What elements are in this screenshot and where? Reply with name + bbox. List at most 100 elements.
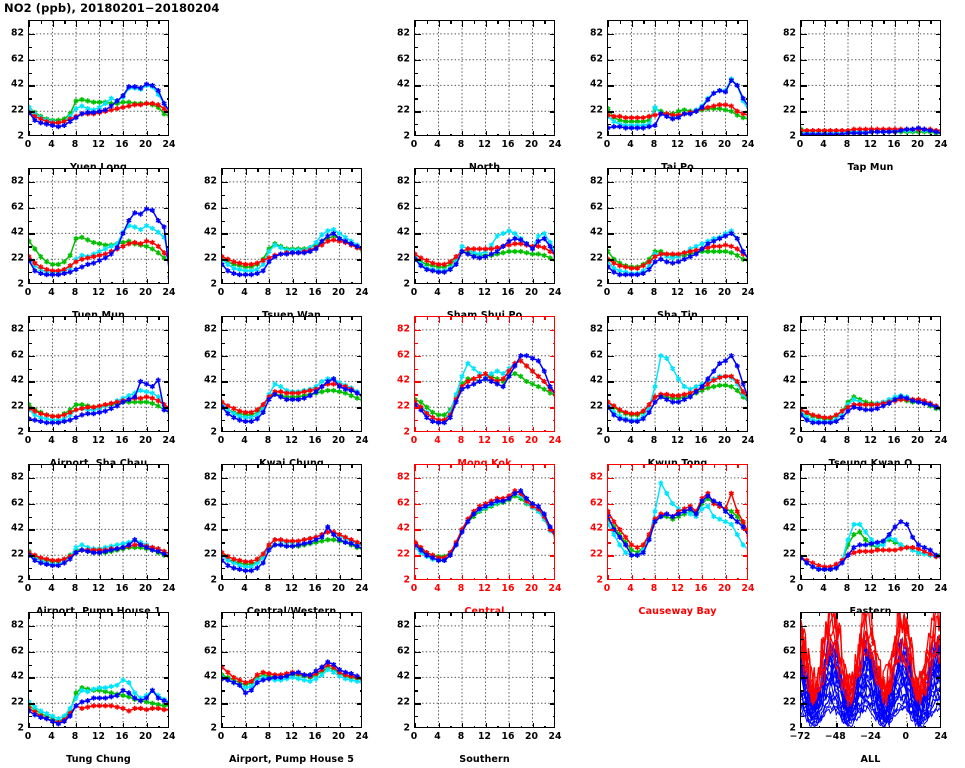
x-minor-tickmark: [111, 169, 113, 172]
x-axis-tick-label: 0: [24, 583, 32, 594]
x-axis-tick-label: 4: [48, 731, 55, 742]
y-axis-tick-label: 62: [204, 497, 217, 509]
y-tickmark: [608, 355, 614, 358]
x-axis-tick-label: 0: [24, 139, 32, 150]
y-minor-tickmark: [167, 98, 168, 100]
x-axis-tick-label: 24: [355, 287, 369, 298]
x-tickmark: [848, 131, 850, 135]
x-minor-tickmark: [64, 726, 66, 727]
y-tickmark: [415, 85, 421, 87]
x-axis-tick-label: 4: [434, 287, 441, 298]
x-tickmark: [123, 169, 125, 175]
x-tickmark: [462, 279, 464, 283]
y-minor-tickmark: [167, 246, 168, 248]
y-tickmark: [29, 59, 35, 62]
y-tickmark: [801, 625, 807, 628]
y-tickmark: [357, 625, 361, 628]
x-tickmark: [99, 279, 101, 283]
x-tickmark: [895, 317, 897, 323]
x-tickmark: [222, 279, 224, 283]
y-tickmark: [550, 407, 554, 409]
x-axis-tick-label: 12: [285, 287, 298, 298]
y-tickmark: [29, 477, 35, 480]
x-minor-tickmark: [643, 578, 645, 579]
x-tickmark: [485, 317, 487, 323]
x-axis-tick-label: 8: [650, 583, 658, 594]
y-minor-tickmark: [167, 342, 168, 345]
panel-label-sha-tin: Sha Tin: [607, 310, 748, 321]
y-axis-tick-label: 62: [590, 349, 603, 361]
x-minor-tickmark: [859, 578, 862, 579]
x-minor-tickmark: [713, 430, 716, 431]
x-axis-tick-label: 16: [501, 435, 515, 446]
x-axis-tick-label: 0: [24, 435, 32, 446]
y-minor-tickmark: [29, 272, 32, 274]
x-tickmark: [824, 427, 826, 431]
x-minor-tickmark: [643, 317, 645, 320]
y-tickmark: [357, 207, 361, 210]
panel-blank-r1c4: [800, 168, 941, 324]
y-axis-tick-label: 2: [210, 574, 217, 586]
x-minor-tickmark: [889, 726, 891, 727]
x-minor-tickmark: [818, 613, 820, 616]
series-blue: [608, 353, 747, 424]
x-minor-tickmark: [812, 317, 815, 320]
plot-canvas: [801, 465, 940, 579]
y-tickmark: [222, 233, 228, 235]
x-tickmark: [52, 465, 54, 471]
y-tickmark: [743, 111, 747, 113]
x-tickmark: [339, 279, 341, 283]
x-axis-tick-label: 4: [627, 287, 634, 298]
x-axis-tick-label: 16: [308, 435, 322, 446]
y-minor-tickmark: [939, 716, 940, 718]
x-minor-tickmark: [304, 317, 306, 320]
x-axis-tick-label: 4: [48, 287, 55, 298]
y-minor-tickmark: [608, 98, 611, 100]
x-tickmark: [509, 613, 511, 619]
y-axis-tick-label: 62: [397, 201, 410, 213]
x-minor-tickmark: [327, 169, 330, 172]
x-minor-tickmark: [134, 465, 137, 468]
y-tickmark: [164, 651, 168, 654]
x-axis-tick-label: 8: [264, 731, 272, 742]
y-tickmark: [29, 355, 35, 358]
y-tickmark: [743, 329, 747, 332]
y-tickmark: [550, 59, 554, 62]
x-tickmark: [485, 169, 487, 175]
y-axis-tick-label: 2: [17, 574, 24, 586]
x-minor-tickmark: [473, 430, 476, 431]
x-tickmark: [462, 169, 464, 175]
x-minor-tickmark: [619, 430, 622, 431]
x-minor-tickmark: [233, 317, 236, 320]
y-axis-tick-label: 62: [783, 53, 796, 65]
x-tickmark: [631, 279, 633, 283]
y-minor-tickmark: [167, 194, 168, 197]
x-tickmark: [415, 21, 417, 27]
y-tickmark: [29, 381, 35, 383]
y-minor-tickmark: [222, 568, 225, 570]
x-minor-tickmark: [426, 169, 429, 172]
x-minor-tickmark: [666, 317, 669, 320]
y-tickmark: [222, 529, 228, 531]
x-axis-tick-label: 12: [671, 435, 684, 446]
x-minor-tickmark: [473, 578, 476, 579]
x-minor-tickmark: [520, 21, 523, 24]
x-axis-tick-label: 8: [457, 731, 465, 742]
x-axis-tick-label: 4: [820, 139, 827, 150]
x-minor-tickmark: [690, 430, 692, 431]
y-axis-tick-label: 22: [11, 252, 24, 264]
y-tickmark: [222, 677, 228, 679]
panel-tuen-mun: 22242628204812162024Tuen Mun: [11, 168, 175, 324]
x-axis-tick-label: 12: [92, 583, 105, 594]
panel-causeway-bay: 2 22 42 62 82 0 4 8 12 16 20 24 Causeway Bay: [590, 464, 754, 620]
x-minor-tickmark: [134, 282, 137, 283]
panel-tap-mun: 2 22 42 62 82 0 4 8 12 16 20 24 Tap Mun: [783, 20, 947, 176]
x-minor-tickmark: [713, 169, 716, 172]
panel-label-tseung-kwan-o: Tseung Kwan O: [800, 458, 941, 469]
x-minor-tickmark: [87, 282, 90, 283]
y-minor-tickmark: [608, 542, 611, 544]
y-axis-tick-label: 82: [204, 471, 217, 483]
y-minor-tickmark: [553, 246, 554, 248]
x-tickmark: [848, 465, 850, 471]
